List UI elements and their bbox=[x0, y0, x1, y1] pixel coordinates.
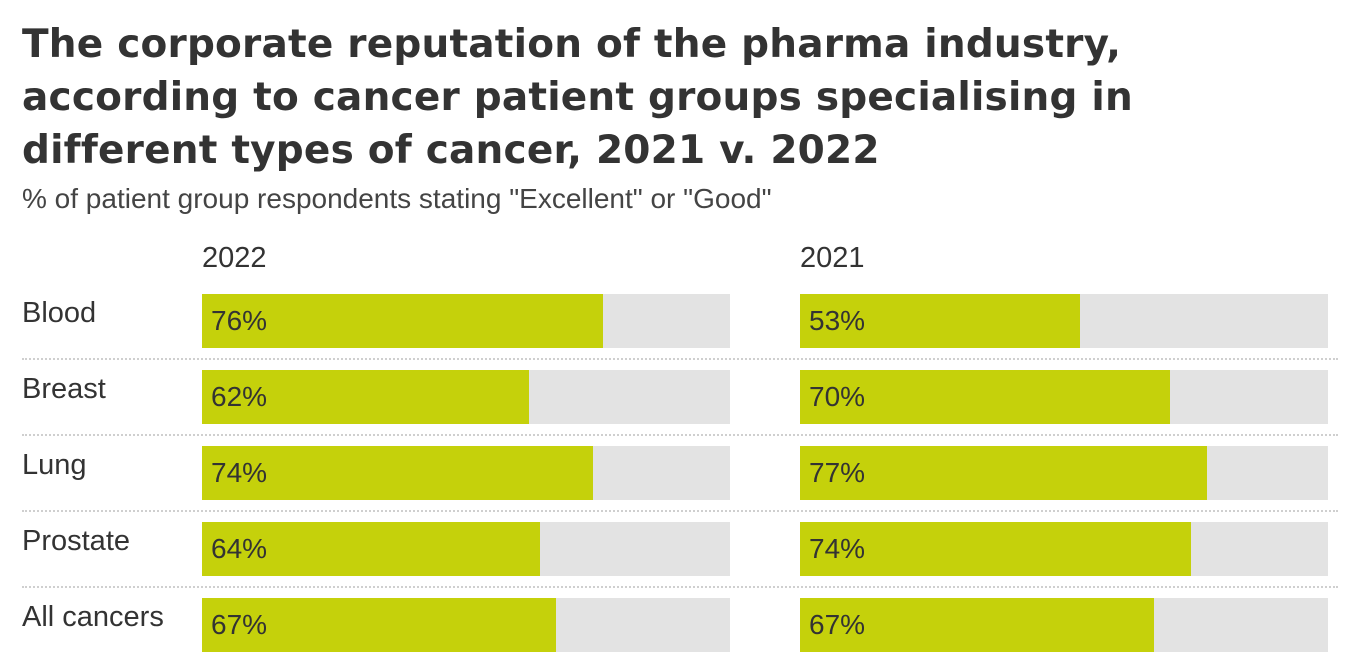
bar-track: 53% bbox=[800, 294, 1328, 348]
category-label: All cancers bbox=[22, 601, 164, 633]
bar-value-label: 74% bbox=[211, 457, 268, 488]
bar-2022-prostate bbox=[202, 522, 540, 576]
row-separator bbox=[22, 586, 1338, 588]
row-separator bbox=[22, 358, 1338, 360]
bar-value-label: 76% bbox=[211, 305, 268, 336]
bar-track: 76% bbox=[202, 294, 730, 348]
bar-value-label: 67% bbox=[809, 609, 866, 640]
bar-2021-prostate bbox=[800, 522, 1191, 576]
category-label: Blood bbox=[22, 297, 97, 329]
bar-track: 67% bbox=[202, 598, 730, 652]
bar-2021-lung bbox=[800, 446, 1207, 500]
chart-subtitle: % of patient group respondents stating "… bbox=[22, 183, 772, 214]
bar-2022-breast bbox=[202, 370, 529, 424]
bar-track: 70% bbox=[800, 370, 1328, 424]
category-label: Lung bbox=[22, 449, 87, 481]
panel-header-2022: 2022 bbox=[202, 242, 267, 274]
row-separator bbox=[22, 510, 1338, 512]
bar-2022-lung bbox=[202, 446, 593, 500]
chart-title: The corporate reputation of the pharma i… bbox=[22, 22, 1133, 173]
bar-track: 74% bbox=[202, 446, 730, 500]
bar-2022-all-cancers bbox=[202, 598, 556, 652]
bar-2021-blood bbox=[800, 294, 1080, 348]
category-label: Breast bbox=[22, 373, 106, 405]
bar-2021-all-cancers bbox=[800, 598, 1154, 652]
bar-value-label: 64% bbox=[211, 533, 268, 564]
bar-track: 62% bbox=[202, 370, 730, 424]
bar-track: 74% bbox=[800, 522, 1328, 576]
bar-track: 64% bbox=[202, 522, 730, 576]
bar-value-label: 62% bbox=[211, 381, 268, 412]
bar-2021-breast bbox=[800, 370, 1170, 424]
bar-track: 67% bbox=[800, 598, 1328, 652]
row-separator bbox=[22, 434, 1338, 436]
bar-value-label: 53% bbox=[809, 305, 866, 336]
bar-value-label: 74% bbox=[809, 533, 866, 564]
bar-value-label: 77% bbox=[809, 457, 866, 488]
bar-value-label: 67% bbox=[211, 609, 268, 640]
bar-value-label: 70% bbox=[809, 381, 866, 412]
bar-2022-blood bbox=[202, 294, 603, 348]
bar-track: 77% bbox=[800, 446, 1328, 500]
category-label: Prostate bbox=[22, 525, 130, 557]
panel-header-2021: 2021 bbox=[800, 242, 865, 274]
